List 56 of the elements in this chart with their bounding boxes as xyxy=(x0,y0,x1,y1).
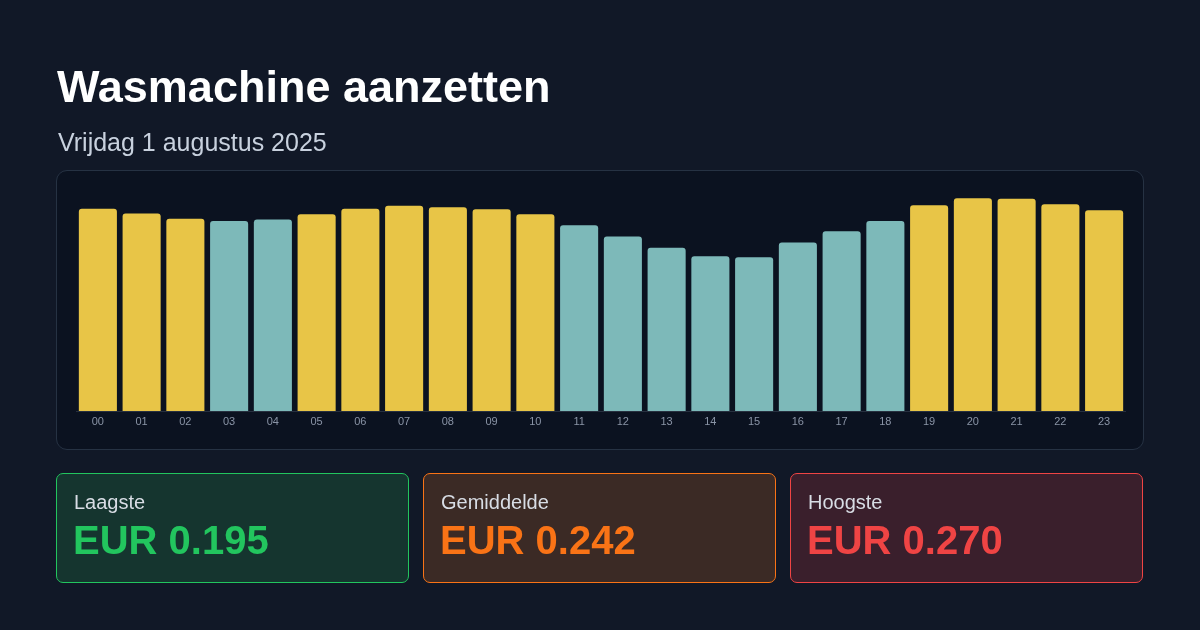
chart-title: Wasmachine aanzetten xyxy=(57,61,551,112)
x-tick-label: 17 xyxy=(835,415,848,428)
bar xyxy=(428,207,467,411)
x-tick-label: 16 xyxy=(791,415,805,428)
text: Laagste xyxy=(74,490,146,514)
x-tick-label: 00 xyxy=(91,415,105,428)
bar xyxy=(997,198,1036,411)
bar xyxy=(778,242,817,411)
bar xyxy=(516,214,555,411)
x-tick-label: 19 xyxy=(923,415,936,428)
text: EUR 0.270 xyxy=(807,517,1003,564)
bar xyxy=(691,256,730,411)
x-tick-label: 01 xyxy=(135,415,148,428)
bar xyxy=(78,208,117,411)
x-tick-label: 20 xyxy=(966,415,980,428)
bar xyxy=(953,198,992,411)
x-tick-label: 14 xyxy=(704,415,717,428)
x-tick-label: 15 xyxy=(748,415,761,428)
x-tick-label: 06 xyxy=(354,415,367,428)
x-tick-label: 22 xyxy=(1054,415,1067,428)
bar xyxy=(735,257,774,411)
x-tick-label: 10 xyxy=(529,415,542,428)
bar xyxy=(385,205,424,411)
x-tick-label: 05 xyxy=(310,415,323,428)
x-tick-label: 18 xyxy=(879,415,892,428)
x-tick-label: 09 xyxy=(485,415,498,428)
bar xyxy=(297,214,336,411)
bar xyxy=(822,231,861,411)
bar xyxy=(1085,210,1124,411)
x-tick-label: 13 xyxy=(660,415,673,428)
bar xyxy=(210,220,249,411)
text: EUR 0.242 xyxy=(440,517,636,564)
text: EUR 0.195 xyxy=(73,517,269,564)
bar xyxy=(166,218,205,411)
x-tick-label: 07 xyxy=(398,415,411,428)
bar xyxy=(341,208,380,411)
bar xyxy=(472,209,511,411)
x-tick-label: 21 xyxy=(1010,415,1023,428)
text: Gemiddelde xyxy=(441,490,549,514)
x-tick-label: 02 xyxy=(179,415,192,428)
text: Hoogste xyxy=(808,490,883,514)
bar xyxy=(603,236,642,411)
bar xyxy=(647,247,686,411)
x-tick-label: 11 xyxy=(573,415,585,428)
bar xyxy=(560,225,599,411)
x-tick-label: 04 xyxy=(266,415,280,428)
bar xyxy=(910,205,949,411)
bar xyxy=(122,213,161,411)
bar xyxy=(1041,204,1080,411)
bar xyxy=(866,220,905,411)
chart-subtitle: Vrijdag 1 augustus 2025 xyxy=(58,127,327,157)
bar xyxy=(253,219,292,411)
x-tick-label: 12 xyxy=(616,415,630,428)
x-tick-label: 23 xyxy=(1098,415,1111,428)
x-tick-label: 08 xyxy=(441,415,455,428)
x-tick-label: 03 xyxy=(223,415,236,428)
